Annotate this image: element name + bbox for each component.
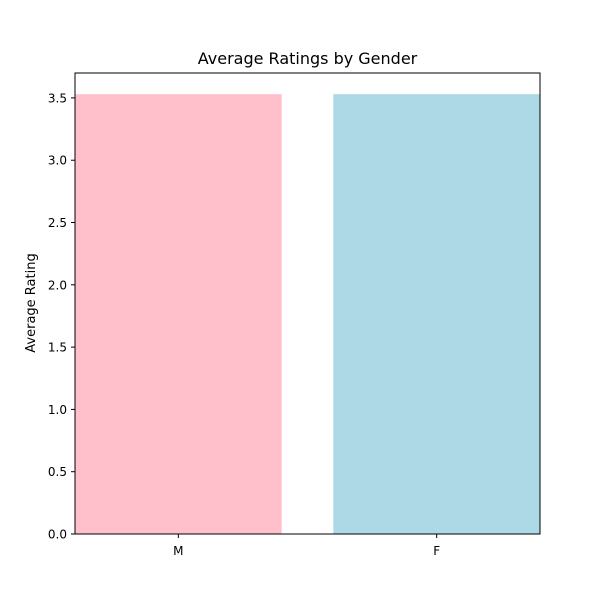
y-tick-label: 2.0 bbox=[48, 278, 67, 292]
y-ticks-group: 0.0 0.5 1.0 1.5 2.0 2.5 3.0 3.5 bbox=[48, 91, 75, 542]
bars-group bbox=[75, 94, 540, 535]
x-tick-label: M bbox=[173, 544, 183, 558]
y-tick-label: 0.5 bbox=[48, 465, 67, 479]
x-tick-label: F bbox=[433, 544, 440, 558]
y-tick-label: 2.5 bbox=[48, 216, 67, 230]
y-tick-label: 3.0 bbox=[48, 154, 67, 168]
plot-frame bbox=[74, 72, 541, 535]
y-tick-label: 1.5 bbox=[48, 341, 67, 355]
y-tick-label: 0.0 bbox=[48, 528, 67, 542]
chart-title: Average Ratings by Gender bbox=[198, 49, 418, 68]
y-tick-label: 1.0 bbox=[48, 403, 67, 417]
bar-m bbox=[75, 94, 282, 535]
y-axis-label: Average Rating bbox=[24, 253, 39, 352]
bar-f bbox=[333, 94, 540, 535]
y-tick-label: 3.5 bbox=[48, 91, 67, 105]
